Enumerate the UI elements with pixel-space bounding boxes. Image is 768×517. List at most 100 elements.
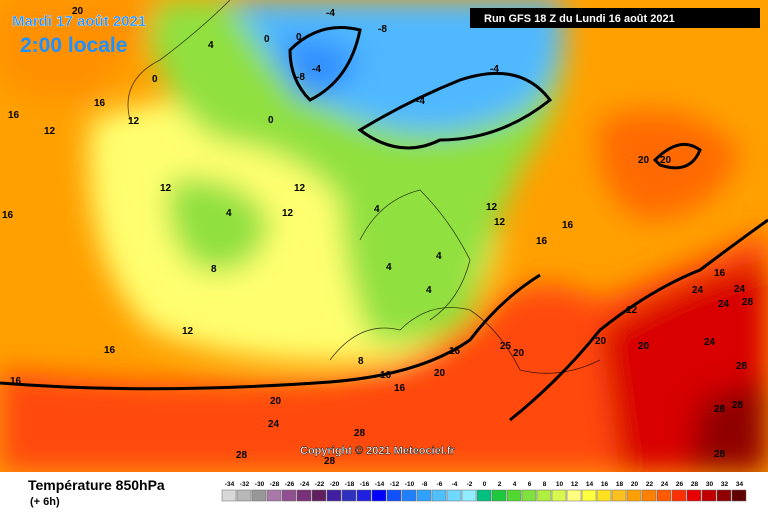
- contour-label: 16: [394, 383, 406, 394]
- scale-swatch: [446, 489, 462, 502]
- contour-label: 20: [270, 396, 282, 407]
- scale-tick-label: -26: [285, 481, 295, 488]
- scale-swatch: [716, 489, 732, 502]
- scale-swatch: [656, 489, 672, 502]
- scale-tick-label: 26: [676, 481, 684, 488]
- contour-label: 28: [236, 450, 248, 461]
- scale-tick-label: -32: [240, 481, 250, 488]
- contour-label: 16: [562, 220, 574, 231]
- contour-label: 8: [211, 264, 217, 275]
- contour-label: 12: [160, 183, 172, 194]
- scale-tick-label: -20: [330, 481, 340, 488]
- scale-swatch: [296, 489, 312, 502]
- scale-swatch: [236, 489, 252, 502]
- contour-label: -4: [326, 8, 335, 19]
- contour-label: 4: [208, 40, 214, 51]
- scale-swatch: [536, 489, 552, 502]
- time-label: 2:00 locale: [20, 34, 127, 57]
- scale-swatch: [476, 489, 492, 502]
- contour-label: 16: [536, 236, 548, 247]
- scale-tick-label: 32: [721, 481, 729, 488]
- contour-label: 28: [742, 297, 754, 308]
- scale-tick-label: 24: [661, 481, 669, 488]
- scale-tick-label: 30: [706, 481, 714, 488]
- contour-label: -4: [312, 64, 321, 75]
- contour-label: 28: [354, 428, 366, 439]
- contour-label: 28: [736, 361, 748, 372]
- contour-label: 20: [434, 368, 446, 379]
- scale-swatch: [506, 489, 522, 502]
- contour-label: 12: [294, 183, 306, 194]
- scale-swatch: [491, 489, 507, 502]
- contour-label: 0: [264, 34, 270, 45]
- scale-tick-label: -30: [255, 481, 265, 488]
- contour-label: 16: [104, 345, 116, 356]
- contour-label: 0: [268, 115, 274, 126]
- contour-label: 8: [358, 356, 364, 367]
- scale-tick-label: -12: [390, 481, 400, 488]
- contour-label: 16: [10, 376, 22, 387]
- scale-tick-label: -34: [225, 481, 235, 488]
- scale-tick-label: 22: [646, 481, 654, 488]
- contour-label: 24: [268, 419, 280, 430]
- scale-tick-label: 18: [616, 481, 624, 488]
- contour-label: 16: [380, 370, 392, 381]
- scale-tick-label: 10: [556, 481, 564, 488]
- scale-tick-label: -16: [360, 481, 370, 488]
- contour-label: 28: [714, 449, 726, 460]
- scale-tick-label: 6: [528, 481, 532, 488]
- contour-label: 28: [732, 400, 744, 411]
- contour-label: 25: [500, 341, 512, 352]
- contour-label: -8: [378, 24, 387, 35]
- contour-label: 0: [296, 32, 302, 43]
- scale-swatch: [611, 489, 627, 502]
- scale-tick-label: 28: [691, 481, 699, 488]
- contour-label: 20: [660, 155, 672, 166]
- contour-label: -4: [416, 96, 425, 107]
- scale-swatch: [386, 489, 402, 502]
- scale-tick-label: 20: [631, 481, 639, 488]
- scale-swatch: [356, 489, 372, 502]
- scale-tick-label: -14: [375, 481, 385, 488]
- contour-label: 20: [638, 341, 650, 352]
- scale-swatch: [281, 489, 297, 502]
- contour-label: 24: [718, 299, 730, 310]
- contour-label: 4: [226, 208, 232, 219]
- map-field: [0, 0, 768, 472]
- scale-swatch: [461, 489, 477, 502]
- scale-swatch: [566, 489, 582, 502]
- scale-tick-label: 34: [736, 481, 744, 488]
- contour-label: 12: [282, 208, 294, 219]
- scale-swatch: [731, 489, 747, 502]
- scale-swatch: [401, 489, 417, 502]
- contour-label: 28: [714, 404, 726, 415]
- contour-label: 20: [72, 6, 84, 17]
- scale-swatch: [341, 489, 357, 502]
- contour-label: 0: [152, 74, 158, 85]
- contour-label: 12: [486, 202, 498, 213]
- scale-swatch: [581, 489, 597, 502]
- scale-swatch: [251, 489, 267, 502]
- scale-tick-label: 14: [586, 481, 594, 488]
- contour-label: 16: [94, 98, 106, 109]
- contour-label: 24: [692, 285, 704, 296]
- scale-swatch: [596, 489, 612, 502]
- contour-label: 12: [626, 305, 638, 316]
- contour-label: 16: [2, 210, 14, 221]
- scale-tick-label: 0: [483, 481, 487, 488]
- run-box: [470, 8, 760, 28]
- contour-label: 20: [513, 348, 525, 359]
- copyright: Copyright © 2021 Meteociel.fr: [300, 445, 456, 457]
- scale-tick-label: -2: [467, 481, 473, 488]
- contour-label: 28: [324, 456, 336, 467]
- scale-swatch: [551, 489, 567, 502]
- contour-label: 4: [436, 251, 442, 262]
- scale-tick-label: -28: [270, 481, 280, 488]
- contour-label: -4: [490, 64, 499, 75]
- contour-label: 12: [182, 326, 194, 337]
- scale-swatch: [221, 489, 237, 502]
- scale-tick-label: -24: [300, 481, 310, 488]
- contour-label: 16: [449, 346, 461, 357]
- run-label: Run GFS 18 Z du Lundi 16 août 2021: [484, 13, 675, 25]
